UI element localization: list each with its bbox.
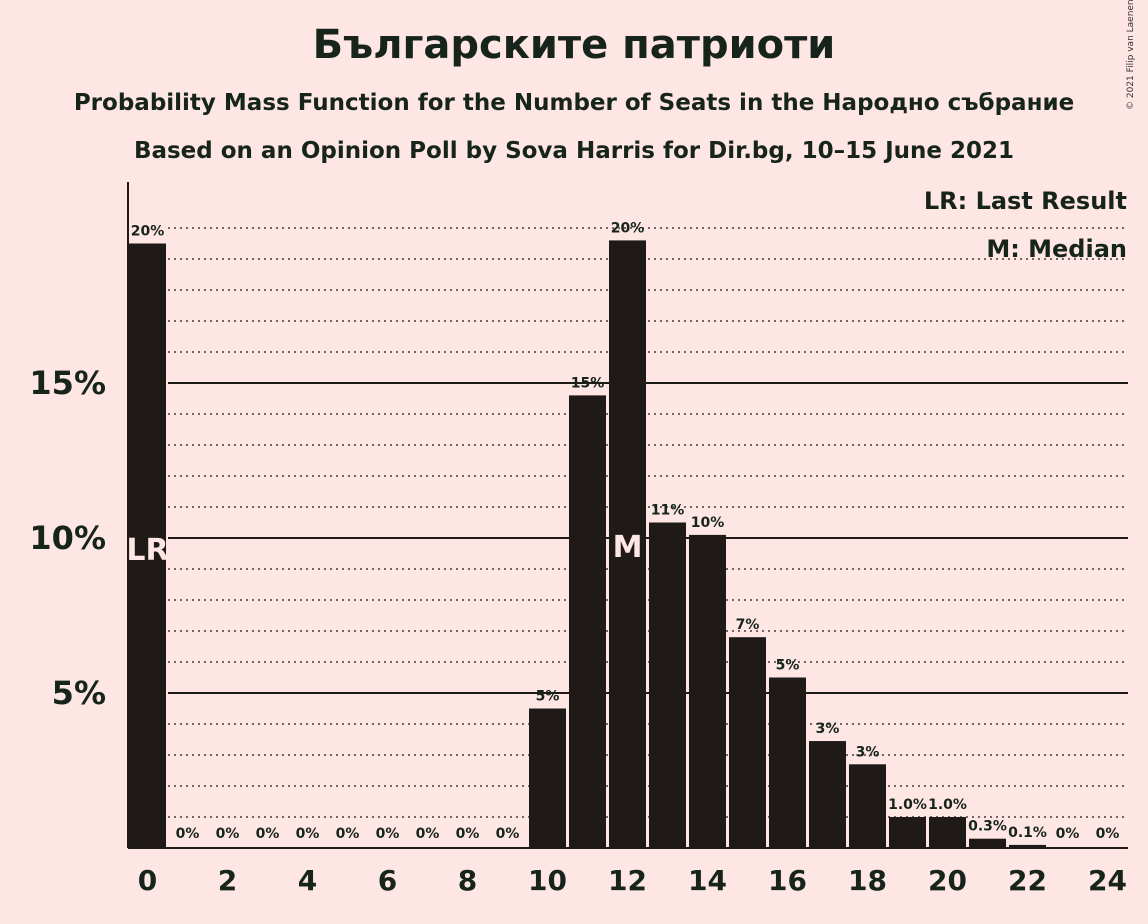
x-tick-label: 20	[928, 864, 967, 897]
bar	[1009, 844, 1046, 848]
legend-median: M: Median	[986, 235, 1127, 263]
chart-title: Българските патриоти	[312, 22, 836, 68]
bar-value-label: 0.3%	[968, 819, 1007, 835]
grid-layer	[168, 227, 1128, 818]
x-tick-label: 8	[458, 864, 477, 897]
bar-value-label: 5%	[536, 689, 560, 705]
x-tick-label: 0	[138, 864, 157, 897]
bar	[809, 741, 846, 848]
x-tick-label: 10	[528, 864, 567, 897]
x-tick-label: 22	[1008, 864, 1047, 897]
legend-last-result: LR: Last Result	[924, 187, 1127, 215]
bar-value-label: 7%	[736, 617, 760, 633]
bar	[929, 817, 966, 848]
bar	[969, 838, 1006, 848]
y-tick-label: 10%	[29, 519, 106, 557]
bar	[769, 677, 806, 848]
bar	[689, 534, 726, 848]
bar-value-label: 0%	[336, 826, 360, 842]
bar-value-label: 5%	[776, 658, 800, 674]
x-tick-label: 24	[1088, 864, 1127, 897]
bar	[529, 708, 566, 848]
bar	[609, 240, 646, 848]
bar	[569, 395, 606, 848]
chart-subtitle: Probability Mass Function for the Number…	[73, 90, 1075, 116]
x-tick-label: 4	[298, 864, 317, 897]
bar-value-label: 0%	[376, 826, 400, 842]
bar-value-label: 0%	[296, 826, 320, 842]
bar-value-label: 0%	[416, 826, 440, 842]
bar-value-label: 10%	[691, 515, 725, 531]
x-tick-label: 6	[378, 864, 397, 897]
label-layer: 20% 0% 0% 0% 0% 0% 0% 0% 0% 0% 5% 15% 20% 11% 10% 7% 5% 3…	[126, 220, 1119, 842]
y-tick-label: 15%	[29, 364, 106, 402]
bar-value-label: 20%	[611, 220, 645, 236]
bar	[649, 522, 686, 848]
bar-value-label: 0%	[496, 826, 520, 842]
chart-source: Based on an Opinion Poll by Sova Harris …	[133, 138, 1015, 164]
x-tick-label: 12	[608, 864, 647, 897]
bar-value-label: 0.1%	[1008, 825, 1047, 841]
bar-value-label: 0%	[1056, 826, 1080, 842]
bar-value-label: 3%	[856, 744, 880, 760]
bar	[129, 243, 166, 848]
x-tick-label: 2	[218, 864, 237, 897]
bar-value-label: 0%	[216, 826, 240, 842]
bar-value-label: 15%	[571, 375, 605, 391]
bar	[849, 764, 886, 848]
bar-value-label: 11%	[651, 503, 685, 519]
y-tick-label: 5%	[52, 674, 106, 712]
bar-value-label: 1.0%	[888, 797, 927, 813]
x-tick-label: 14	[688, 864, 727, 897]
bar-value-label: 3%	[816, 721, 840, 737]
bar-value-label: 0%	[256, 826, 280, 842]
x-tick-label: 16	[768, 864, 807, 897]
bar-value-label: 0%	[456, 826, 480, 842]
bar-value-label: 20%	[131, 224, 165, 240]
legend-layer: LR: Last Result M: Median	[924, 187, 1127, 263]
x-tick-label: 18	[848, 864, 887, 897]
bar-value-label: 1.0%	[928, 797, 967, 813]
bar-value-label: 0%	[1096, 826, 1120, 842]
bar-value-label: 0%	[176, 826, 200, 842]
bar	[729, 637, 766, 848]
last-result-marker: LR	[126, 533, 168, 568]
bar-layer	[129, 240, 1046, 848]
axis-layer: 5%10%15%0 2 4 6 8 10 12 14 16 18 20 22 24	[29, 182, 1128, 897]
bar	[889, 817, 926, 848]
median-marker: M	[613, 530, 643, 565]
